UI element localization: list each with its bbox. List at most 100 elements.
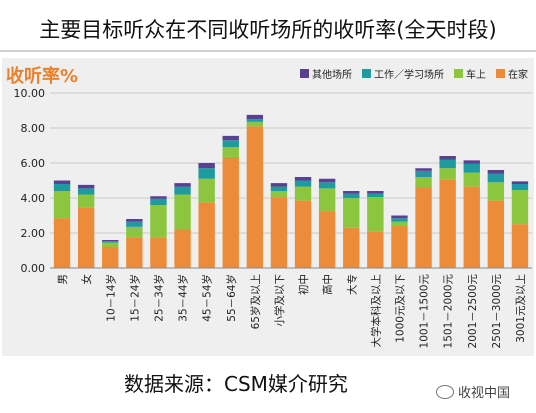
wechat-icon xyxy=(436,384,454,399)
bar-segment xyxy=(487,200,505,268)
bar-stack xyxy=(391,215,408,268)
bar-segment xyxy=(318,178,336,183)
bar-segment xyxy=(318,211,336,268)
legend-label-car: 车上 xyxy=(466,70,486,81)
bar-segment xyxy=(391,221,408,226)
bar-segment xyxy=(487,182,505,201)
bar-segment xyxy=(511,181,529,184)
bar-segment xyxy=(222,135,239,141)
bar-segment xyxy=(77,207,95,268)
x-tick-label: 高中 xyxy=(321,274,334,295)
bar-stack xyxy=(318,178,336,268)
bar-segment xyxy=(150,237,167,268)
bar-stack xyxy=(246,114,264,268)
bar-segment xyxy=(102,240,119,242)
bar-segment xyxy=(174,186,191,195)
bar-segment xyxy=(439,168,456,180)
y-tick-labels: 0.00 2.00 4.00 6.00 8.00 10.00 xyxy=(14,87,46,275)
x-tick-label: 1000元及以下 xyxy=(394,274,406,343)
y-tick-label: 8.00 xyxy=(21,122,46,135)
bar-segment xyxy=(367,191,384,194)
bar-segment xyxy=(511,224,529,268)
bar-segment xyxy=(391,226,408,268)
bar-segment xyxy=(102,247,119,268)
bar-segment xyxy=(270,183,288,187)
bar-stack xyxy=(463,160,480,268)
bar-stack xyxy=(174,183,191,268)
bar-segment xyxy=(294,186,312,201)
grid-lines xyxy=(50,92,532,269)
x-tick-label: 2501－3000元 xyxy=(491,274,503,349)
x-tick-label: 大专 xyxy=(345,274,358,295)
bar-segment xyxy=(77,194,95,208)
bar-segment xyxy=(126,221,143,227)
bar-segment xyxy=(343,198,360,228)
bar-segment xyxy=(150,196,167,199)
bar-segment xyxy=(270,191,288,198)
bar-stack xyxy=(102,240,119,268)
bar-segment xyxy=(415,187,432,268)
watermark-text: 收视中国 xyxy=(458,386,511,401)
bar-segment xyxy=(198,202,215,268)
legend-item-work: 工作／学习场所 xyxy=(362,66,444,81)
data-source: 数据来源：CSM媒介研究 xyxy=(124,372,348,396)
bar-segment xyxy=(246,114,264,120)
bar-stack xyxy=(77,184,95,268)
x-tick-label: 1501－2000元 xyxy=(443,274,455,349)
bar-segment xyxy=(198,163,215,169)
bar-segment xyxy=(318,182,336,189)
y-tick-label: 6.00 xyxy=(21,157,46,170)
bar-stack xyxy=(222,135,239,268)
bar-segment xyxy=(198,178,215,203)
legend-item-car: 车上 xyxy=(454,66,486,81)
bar-segment xyxy=(415,177,432,188)
legend-item-home: 在家 xyxy=(496,66,528,81)
bar-segment xyxy=(53,191,71,219)
bar-segment xyxy=(246,126,264,268)
legend-swatch-work xyxy=(362,69,371,78)
bar-segment xyxy=(415,170,432,177)
bar-segment xyxy=(246,119,264,122)
bar-segment xyxy=(270,197,288,268)
bar-stack xyxy=(367,191,384,268)
x-tick-label: 女 xyxy=(80,274,93,285)
bar-segment xyxy=(367,197,384,232)
bar-segment xyxy=(198,168,215,179)
bar-segment xyxy=(77,184,95,189)
bar-segment xyxy=(150,205,167,238)
x-tick-label: 35－44岁 xyxy=(177,274,190,322)
x-tick-label: 45－54岁 xyxy=(201,274,214,322)
bar-segment xyxy=(222,140,239,148)
bar-stack xyxy=(150,196,167,268)
bar-segment xyxy=(343,191,360,194)
bar-segment xyxy=(126,226,143,238)
bar-segment xyxy=(53,184,71,191)
legend-swatch-car xyxy=(454,69,463,78)
bar-segment xyxy=(487,173,505,183)
x-tick-label: 2001－2500元 xyxy=(467,274,479,349)
bar-segment xyxy=(77,188,95,195)
x-tick-label: 男 xyxy=(57,274,69,285)
x-tick-label: 15－24岁 xyxy=(128,274,141,322)
bar-segment xyxy=(102,242,119,247)
bars xyxy=(53,114,529,268)
x-tick-label: 初中 xyxy=(297,274,310,295)
bar-segment xyxy=(150,198,167,205)
bar-segment xyxy=(415,168,432,171)
y-tick-label: 10.00 xyxy=(14,87,46,100)
bar-segment xyxy=(439,159,456,169)
y-tick-label: 0.00 xyxy=(21,262,46,275)
bar-stack xyxy=(439,156,456,268)
legend-label-home: 在家 xyxy=(508,70,528,81)
x-tick-label: 大学本科及以上 xyxy=(369,274,382,348)
bar-segment xyxy=(367,231,384,268)
bar-segment xyxy=(174,229,191,268)
x-tick-label: 3001元及以上 xyxy=(515,274,527,343)
legend-label-work: 工作／学习场所 xyxy=(374,70,444,81)
bar-segment xyxy=(174,183,191,187)
bar-stack xyxy=(53,180,71,268)
bar-segment xyxy=(102,241,119,243)
bar-segment xyxy=(367,193,384,198)
x-tick-label: 55－64岁 xyxy=(225,274,238,322)
bar-segment xyxy=(174,194,191,230)
